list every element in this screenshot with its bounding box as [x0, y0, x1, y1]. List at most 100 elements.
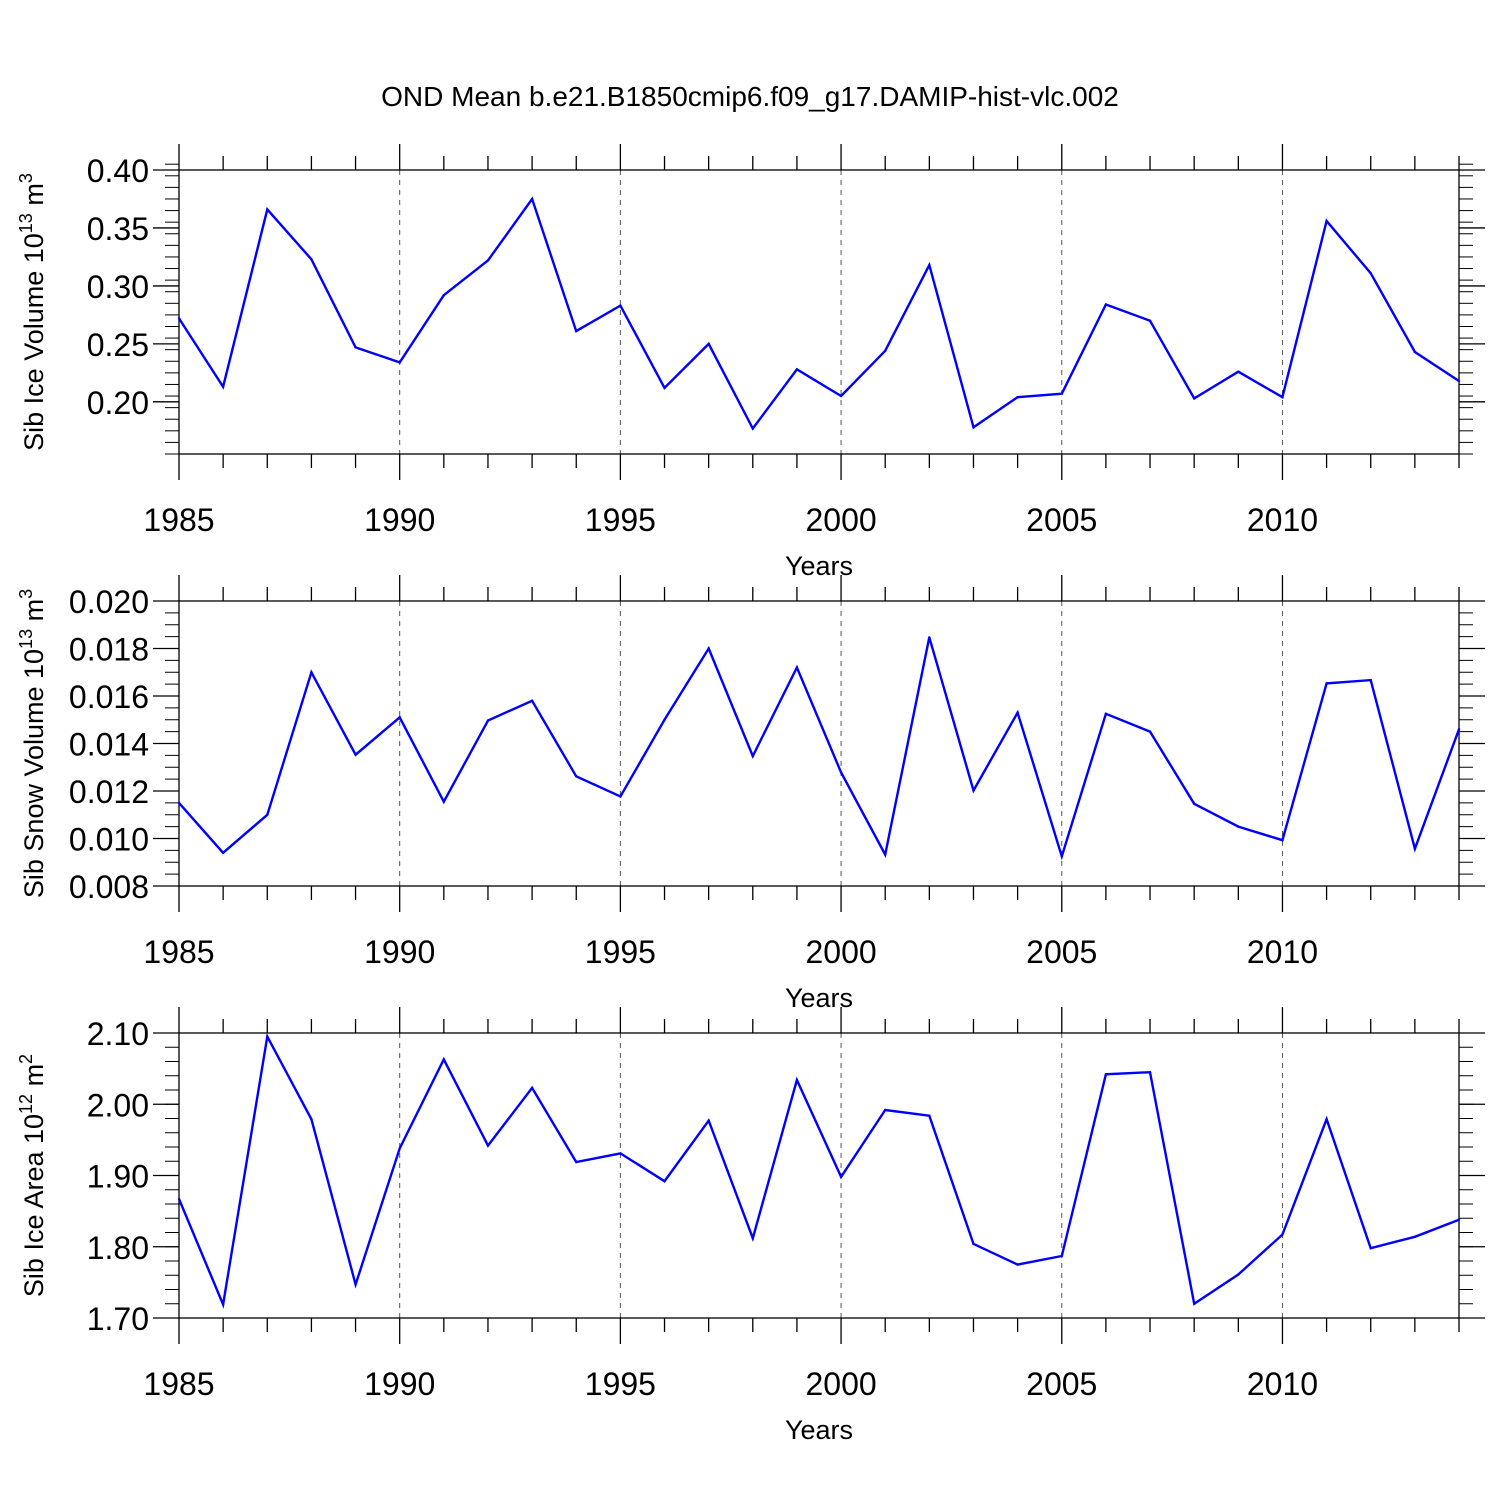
y-tick-label: 2.10	[87, 1016, 149, 1052]
y-tick-label: 0.010	[69, 822, 149, 858]
data-point	[486, 719, 490, 722]
data-point	[1457, 728, 1461, 731]
plot-frame	[178, 169, 1460, 455]
data-point	[972, 426, 975, 429]
y-axis-label: Sib Ice Volume 1013 m3	[16, 173, 49, 451]
data-point	[442, 293, 446, 297]
data-point	[1413, 350, 1417, 354]
data-point	[486, 1144, 490, 1147]
y-tick-label: 0.014	[69, 727, 149, 763]
data-point	[707, 342, 710, 346]
data-point	[1457, 379, 1461, 383]
data-point	[221, 385, 225, 388]
data-point	[310, 671, 313, 674]
data-point	[972, 789, 975, 792]
data-point	[1060, 855, 1063, 858]
data-point	[1325, 219, 1328, 223]
data-point	[1369, 678, 1372, 682]
x-tick-label: 2005	[1026, 502, 1097, 538]
y-tick-label: 0.012	[69, 774, 149, 810]
data-point	[663, 718, 666, 721]
data-point	[1281, 396, 1284, 399]
data-point	[839, 1175, 843, 1179]
x-tick-label: 2005	[1026, 934, 1097, 970]
x-tick-label: 2010	[1247, 502, 1318, 538]
data-point	[1060, 1254, 1063, 1258]
y-tick-label: 1.90	[87, 1159, 149, 1195]
data-point	[751, 1237, 754, 1240]
data-point	[442, 800, 446, 803]
x-tick-label: 1990	[364, 1366, 435, 1402]
series-line	[178, 636, 1461, 861]
panel-2: 0.008 0.010 0.012 0.014 0.016 0.018 0.020 1985 1…	[16, 575, 1485, 1013]
data-point	[663, 386, 666, 390]
data-point	[1148, 319, 1152, 322]
data-point	[1413, 847, 1417, 850]
data-point	[530, 197, 534, 201]
data-point	[1281, 838, 1284, 842]
data-point	[1281, 1233, 1284, 1236]
y-tick-label: 0.016	[69, 679, 149, 715]
x-tick-label: 1985	[143, 1366, 214, 1402]
data-point	[928, 263, 931, 267]
x-tick-label: 2000	[805, 502, 876, 538]
x-tick-label: 2010	[1247, 934, 1318, 970]
x-tick-label: 1995	[585, 502, 656, 538]
y-tick-label: 0.40	[87, 153, 149, 189]
series-line	[177, 1032, 1460, 1309]
data-point	[1192, 1302, 1196, 1305]
data-point	[354, 346, 357, 349]
data-point	[1237, 370, 1240, 373]
figure-title: OND Mean b.e21.B1850cmip6.f09_g17.DAMIP-…	[381, 81, 1119, 112]
x-axis-label: Years	[785, 551, 853, 581]
data-point	[707, 647, 710, 650]
data-point	[795, 1078, 799, 1082]
y-tick-label: 0.25	[87, 327, 149, 363]
data-point	[1325, 682, 1328, 685]
x-tick-label: 2000	[805, 1366, 876, 1402]
y-tick-label: 0.018	[69, 632, 149, 668]
data-point	[663, 1180, 666, 1183]
data-point	[751, 427, 754, 430]
x-tick-label: 1990	[364, 934, 435, 970]
panel-1: 0.20 0.25 0.30 0.35 0.40 1985 1990 1995 2000 2005…	[16, 144, 1485, 581]
data-point	[310, 1118, 313, 1121]
y-tick-label: 1.70	[87, 1301, 149, 1337]
data-point	[177, 801, 181, 805]
data-point	[310, 258, 313, 261]
data-point	[177, 317, 181, 320]
data-point	[221, 851, 225, 854]
data-point	[398, 361, 401, 364]
x-tick-label: 1985	[143, 502, 214, 538]
series-line	[177, 196, 1460, 431]
data-point	[1148, 1070, 1152, 1074]
data-point	[1016, 1263, 1019, 1266]
y-axis-label: Sib Ice Area 1012 m2	[16, 1054, 49, 1297]
data-point	[1457, 1218, 1461, 1221]
data-point	[575, 1160, 578, 1164]
data-point	[177, 1197, 181, 1201]
data-point	[354, 1283, 357, 1286]
data-point	[398, 1147, 401, 1150]
data-point	[839, 771, 843, 774]
data-point	[707, 1119, 710, 1122]
y-tick-label: 0.20	[87, 385, 149, 421]
y-tick-label: 0.008	[69, 869, 149, 905]
data-point	[751, 754, 754, 758]
data-point	[354, 753, 357, 756]
data-point	[266, 208, 269, 211]
data-point	[1237, 1273, 1240, 1276]
y-tick-label: 2.00	[87, 1087, 149, 1123]
data-point	[398, 716, 401, 719]
data-point	[619, 1152, 622, 1155]
data-point	[575, 329, 578, 333]
data-point	[884, 349, 887, 353]
data-point	[530, 1086, 534, 1090]
data-point	[530, 699, 534, 702]
data-point	[1060, 392, 1063, 395]
x-tick-label: 1990	[364, 502, 435, 538]
data-point	[221, 1303, 225, 1306]
data-point	[1369, 271, 1372, 275]
panels: 0.20 0.25 0.30 0.35 0.40 1985 1990 1995 2000 2005…	[16, 144, 1485, 1445]
